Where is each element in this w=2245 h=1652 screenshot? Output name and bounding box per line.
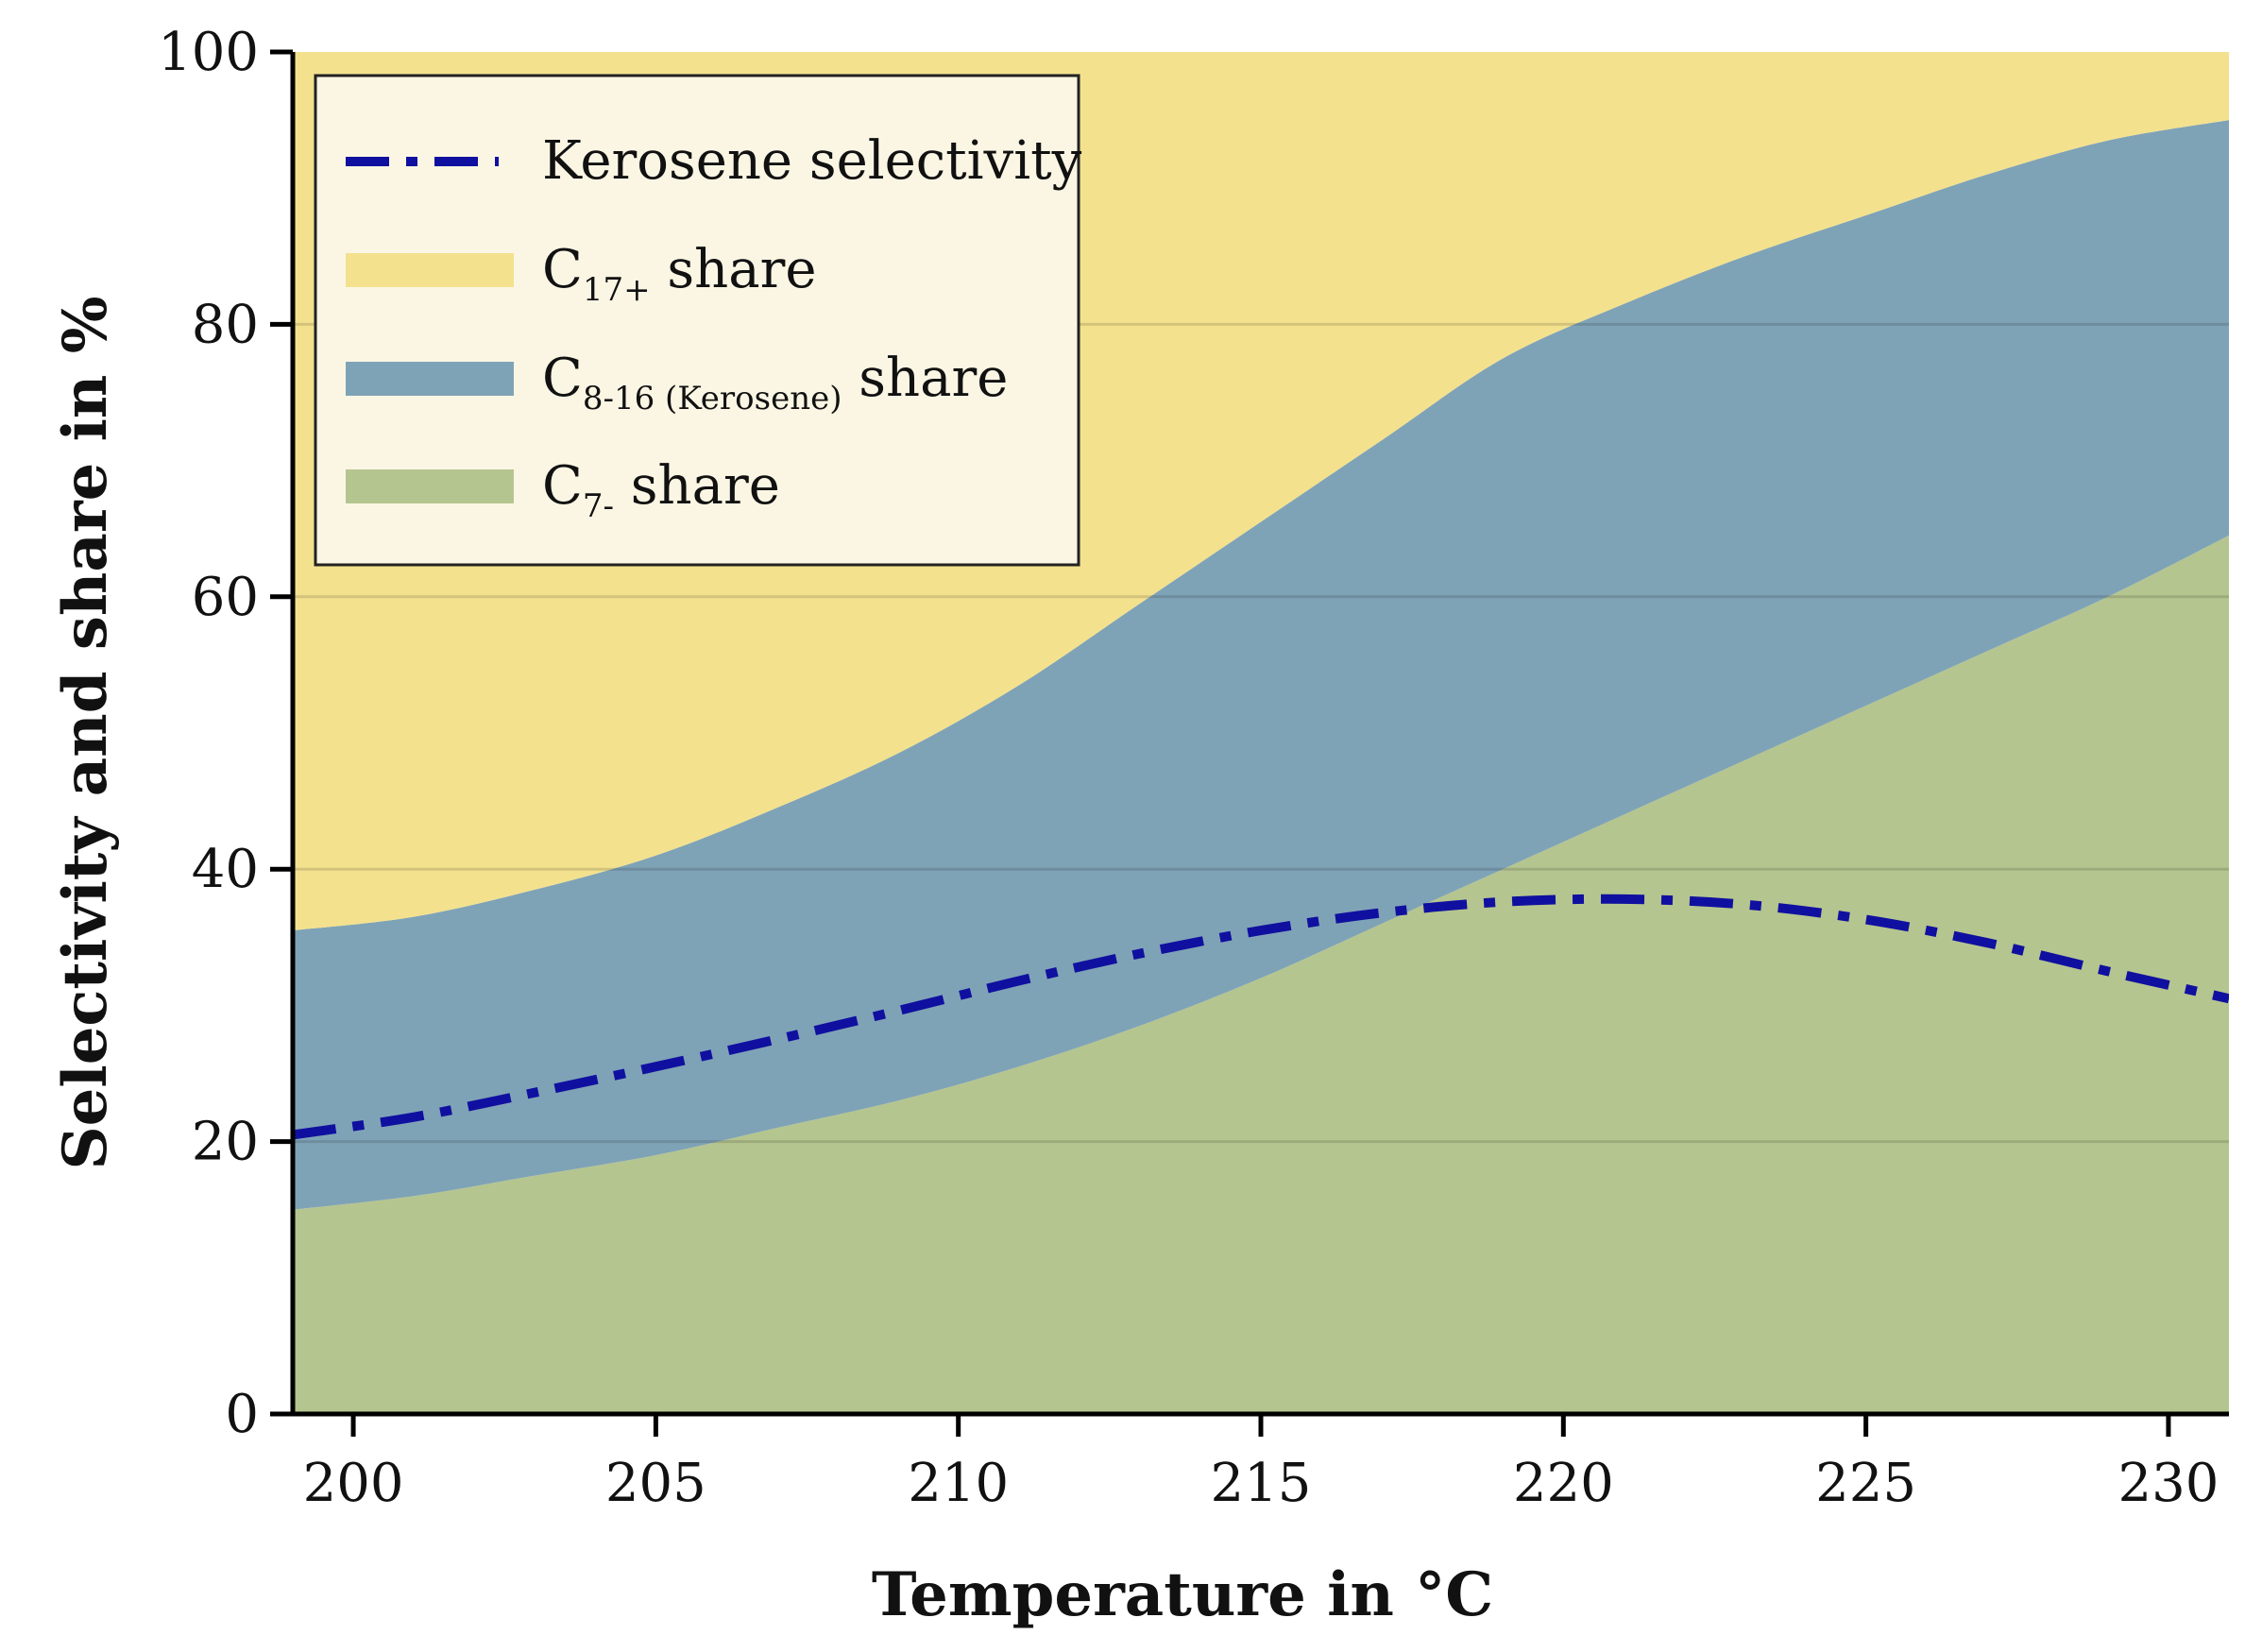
- x-tick-label-220: 220: [1513, 1453, 1614, 1514]
- legend-swatch-c17-share: [346, 253, 514, 287]
- x-tick-label-225: 225: [1815, 1453, 1916, 1514]
- line-series: [293, 894, 2229, 1140]
- y-tick-label-20: 20: [192, 1112, 259, 1173]
- y-tick-label-40: 40: [192, 839, 259, 900]
- x-tick-label-200: 200: [303, 1453, 404, 1514]
- area-c8-16-kerosene-share: [293, 120, 2229, 1210]
- x-axis-title: Temperature in °C: [872, 1559, 1493, 1630]
- y-tick-label-100: 100: [158, 22, 259, 83]
- legend-swatch-c8-16-kerosene-share: [346, 362, 514, 396]
- legend-label-kerosene-selectivity: Kerosene selectivity: [542, 130, 1082, 192]
- legend: Kerosene selectivity C17+ share C8-16 (Ker…: [314, 74, 1082, 567]
- legend-label-c7-share: C7- share: [542, 455, 780, 525]
- y-tick-label-60: 60: [192, 567, 259, 628]
- area-c7-share: [293, 535, 2229, 1414]
- legend-label-c17-share: C17+ share: [542, 239, 817, 309]
- x-tick-label-205: 205: [605, 1453, 706, 1514]
- x-tick-label-215: 215: [1211, 1453, 1312, 1514]
- legend-swatch-c7-share: [346, 469, 514, 503]
- axes: [270, 49, 2229, 1437]
- x-tick-label-230: 230: [2117, 1453, 2219, 1514]
- x-tick-label-210: 210: [908, 1453, 1009, 1514]
- legend-label-c8-16-kerosene-share: C8-16 (Kerosene) share: [542, 348, 1008, 417]
- y-axis-title: Selectivity and share in %: [50, 296, 121, 1169]
- y-tick-label-0: 0: [225, 1384, 259, 1445]
- y-tick-label-80: 80: [192, 294, 259, 355]
- tick-labels: 200 205 210 215 220 225 230 0 20 40 60 80 100: [158, 22, 2219, 1514]
- line-kerosene-selectivity: [293, 894, 2229, 1140]
